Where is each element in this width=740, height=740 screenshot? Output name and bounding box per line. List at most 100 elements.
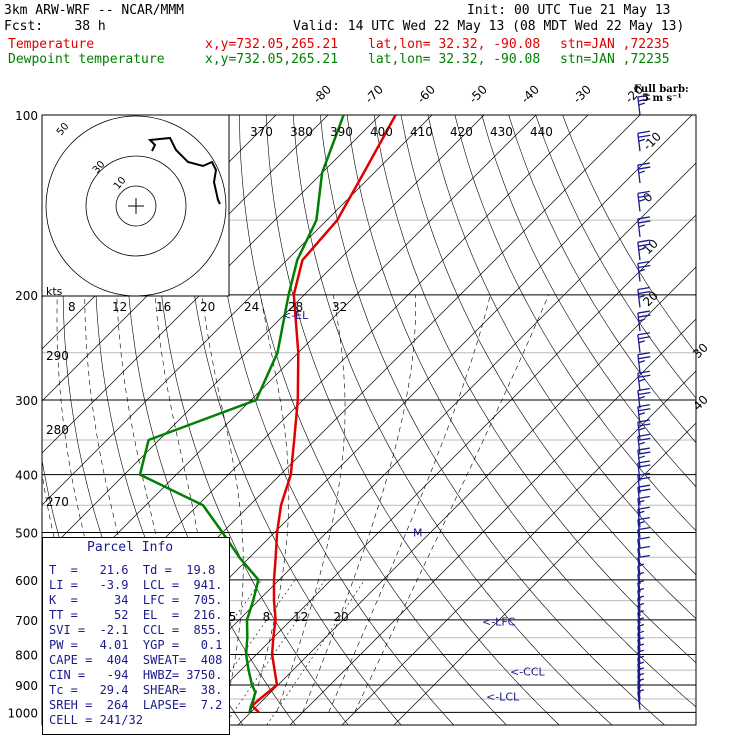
- wind-barb-flag: [637, 689, 645, 693]
- wind-barb-flag: [638, 374, 651, 378]
- wind-barb-flag: [637, 587, 645, 592]
- wind-barb-flag: [637, 447, 650, 451]
- wind-barb-flag: [638, 499, 645, 504]
- wind-barb: [637, 286, 651, 308]
- wind-barb-flag: [637, 595, 645, 599]
- hodograph-trace: [147, 136, 221, 205]
- dry-adiabat-line: [292, 115, 613, 725]
- pressure-tick-label: 700: [15, 614, 38, 628]
- wind-barb-staff: [637, 626, 641, 645]
- pressure-tick-label: 100: [15, 109, 38, 123]
- wind-barb-flag: [637, 517, 650, 521]
- isotherm-line: [237, 266, 696, 725]
- wind-barb-flag: [638, 243, 651, 247]
- isotherm-label: 20: [640, 288, 661, 309]
- wind-barb: [637, 130, 651, 152]
- theta-label: 390: [330, 125, 353, 139]
- hodograph-speed-label: 12: [112, 300, 127, 314]
- wind-barb: [637, 649, 645, 671]
- wind-barb-staff: [637, 289, 641, 308]
- isotherm-label: -30: [570, 82, 594, 106]
- hodograph-ring: [85, 155, 187, 257]
- wind-barb-flag: [637, 536, 650, 540]
- dewpoint-trace: [138, 114, 345, 713]
- dry-adiabat-line: [183, 115, 402, 725]
- wind-barb-flag: [637, 661, 645, 665]
- temperature-station: stn=JAN ,72235: [560, 37, 670, 52]
- wind-barb-flag: [637, 332, 650, 336]
- wind-barb: [637, 239, 651, 261]
- wind-barb-flag: [638, 427, 646, 431]
- wind-barb-flag: [637, 94, 650, 98]
- isotherm-line: [42, 115, 537, 610]
- wind-barb: [637, 162, 651, 184]
- wind-barb-flag: [637, 162, 650, 166]
- plot-frame: [41, 114, 697, 726]
- wind-barb-flag: [637, 216, 650, 220]
- barb-legend-line2: 5 m s⁻¹: [642, 93, 682, 104]
- dry-adiabat-line: [211, 115, 454, 725]
- moist-adiabat-line: [328, 294, 491, 713]
- moist-adiabat-line: [201, 294, 244, 713]
- wind-barb-flag: [637, 433, 650, 438]
- wind-barb-staff: [637, 390, 641, 409]
- hodograph-speed-label: 32: [332, 300, 347, 314]
- isotherm-label: 40: [690, 392, 711, 413]
- wind-barb-flag: [637, 643, 645, 647]
- wind-barb-staff: [637, 669, 641, 688]
- isotherm-line: [393, 422, 696, 725]
- wind-barb-flag: [638, 464, 651, 468]
- isotherm-label: 30: [690, 340, 711, 361]
- wind-barb-flag: [638, 224, 646, 228]
- pressure-tick-label: 400: [15, 469, 38, 483]
- theta-label: 280: [46, 423, 69, 437]
- wind-barb-flag: [637, 579, 645, 584]
- wind-barb-flag: [637, 554, 650, 559]
- wind-barb-staff: [637, 639, 641, 658]
- wind-barb-flag: [638, 294, 646, 299]
- wind-barb-flag: [637, 387, 650, 392]
- wind-barb: [637, 563, 645, 585]
- wind-barb: [637, 595, 645, 617]
- wind-barb-flag: [637, 460, 650, 464]
- theta-label: 380: [290, 125, 313, 139]
- wind-barb-flag: [637, 352, 650, 356]
- wind-barb-staff: [637, 462, 641, 482]
- parcel-row-tc: Tc = 29.4 SHEAR= 38.: [49, 683, 223, 697]
- mixing-ratio-label: 5: [229, 610, 237, 624]
- wind-barb-flag: [638, 98, 651, 102]
- hodograph-speed-label: 16: [156, 300, 171, 314]
- init-time: Init: 00 UTC Tue 21 May 13: [467, 3, 671, 18]
- wind-barb-flag: [637, 655, 645, 659]
- parcel-row-k: K = 34 LFC = 705.: [49, 593, 223, 607]
- wind-barb-staff: [637, 605, 641, 624]
- temperature-trace: [250, 114, 397, 714]
- isotherm-label: 10: [640, 236, 661, 257]
- parcel-row-tt: TT = 52 EL = 216.: [49, 608, 223, 622]
- wind-barb: [637, 190, 651, 212]
- parcel-row-pw: PW = 4.01 YGP = 0.1: [49, 638, 223, 652]
- wind-barb-flag: [638, 441, 646, 446]
- dry-adiabat-line: [508, 115, 696, 444]
- dry-adiabat-line: [400, 115, 696, 620]
- pressure-tick-label: 1000: [7, 706, 38, 720]
- wind-barb-staff: [637, 619, 641, 638]
- theta-label: 440: [530, 125, 553, 139]
- wind-barb-staff: [637, 645, 641, 665]
- wind-barb-staff: [637, 354, 641, 373]
- wind-barb: [637, 460, 651, 482]
- wind-barb-staff: [637, 566, 641, 585]
- wind-barb-flag: [638, 268, 646, 273]
- level-marker-label: <-CCL: [510, 666, 546, 679]
- level-marker-label: M: [413, 527, 423, 540]
- isotherm-label: -70: [362, 82, 386, 106]
- mixing-ratio-label: 20: [333, 610, 348, 624]
- wind-barb-staff: [637, 633, 641, 652]
- dry-adiabat-line: [427, 115, 696, 576]
- isotherm-line: [42, 115, 485, 558]
- wind-barb-flag: [638, 391, 651, 396]
- wind-barb-staff: [637, 519, 641, 538]
- pressure-tick-label: 600: [15, 574, 38, 588]
- wind-barb-staff: [637, 509, 641, 528]
